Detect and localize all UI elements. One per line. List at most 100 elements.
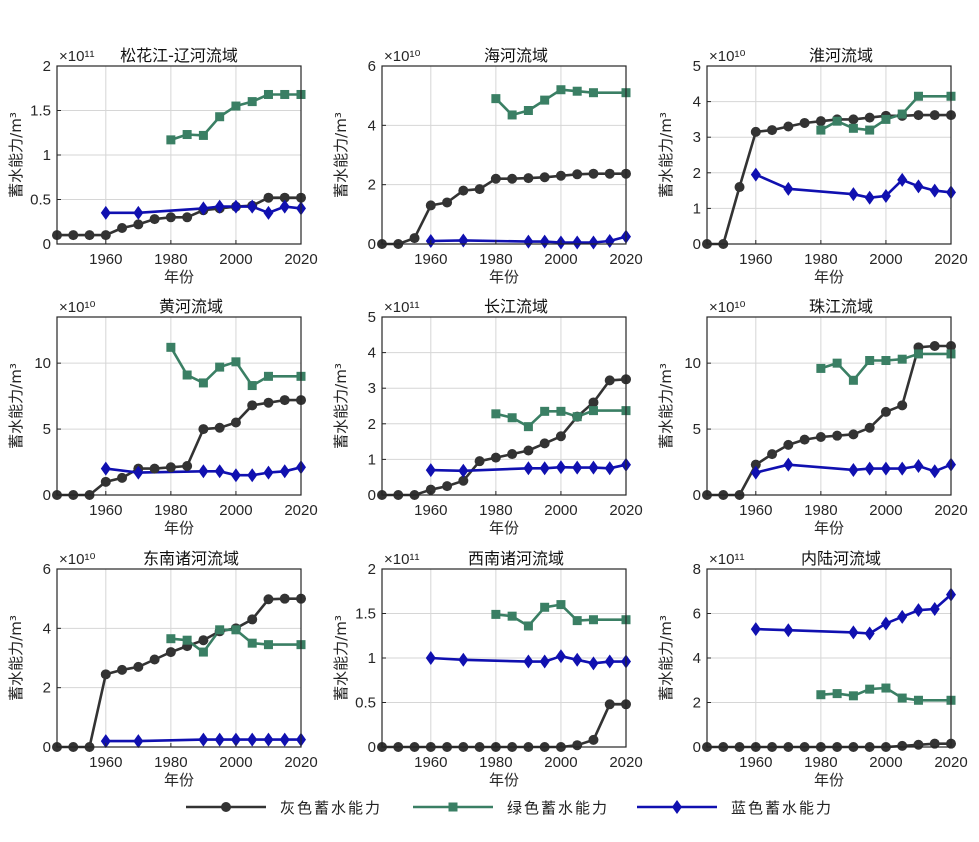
data-point — [929, 738, 940, 749]
data-point — [100, 230, 111, 241]
data-point — [572, 86, 582, 96]
data-point — [540, 406, 550, 416]
x-tick-label: 2020 — [609, 502, 642, 519]
data-point — [279, 593, 290, 604]
data-point — [215, 625, 225, 635]
data-point — [880, 616, 891, 631]
x-tick-label: 1960 — [414, 502, 447, 519]
data-point — [279, 192, 290, 203]
x-axis-label: 年份 — [164, 519, 194, 537]
legend-item-3: 蓝色蓄水能力 — [637, 799, 831, 817]
x-tick-label: 1980 — [154, 754, 187, 771]
y-tick-label: 6 — [43, 561, 51, 578]
legend-item-2: 绿色蓄水能力 — [413, 799, 609, 817]
data-point — [100, 734, 111, 749]
data-point — [133, 205, 144, 220]
data-point — [279, 199, 290, 214]
y-tick-label: 2 — [693, 695, 701, 712]
y-tick-label: 0.5 — [30, 192, 51, 209]
data-point — [425, 200, 436, 211]
data-point — [231, 625, 241, 635]
data-point — [897, 461, 908, 476]
axis-exponent: ×10¹⁰ — [384, 48, 420, 65]
legend-label: 绿色蓄水能力 — [507, 799, 609, 817]
data-point — [897, 354, 907, 364]
y-tick-label: 0 — [43, 236, 51, 253]
data-point — [864, 422, 875, 433]
y-axis-label: 蓄水能力/m³ — [332, 615, 350, 701]
data-point — [750, 465, 761, 480]
data-point — [539, 461, 550, 476]
data-point — [507, 413, 517, 423]
legend-marker — [672, 800, 682, 814]
x-tick-label: 1960 — [89, 502, 122, 519]
series-markers-1 — [702, 738, 956, 752]
data-point — [491, 609, 501, 619]
x-tick-label: 2020 — [609, 251, 642, 268]
data-point — [848, 462, 859, 477]
data-point — [556, 600, 566, 610]
data-point — [864, 190, 875, 205]
data-point — [247, 614, 258, 625]
axis-exponent: ×10¹¹ — [384, 551, 419, 568]
data-point — [816, 363, 826, 373]
y-tick-label: 1 — [43, 147, 51, 164]
data-point — [881, 114, 891, 124]
data-point — [929, 110, 940, 121]
data-point — [750, 126, 761, 137]
data-point — [491, 94, 501, 104]
y-tick-label: 3 — [368, 380, 376, 397]
data-point — [198, 378, 208, 388]
data-point — [263, 732, 274, 747]
data-point — [832, 430, 843, 441]
x-tick-label: 2000 — [544, 754, 577, 771]
data-point — [913, 91, 923, 101]
data-point — [556, 406, 566, 416]
data-point — [572, 460, 583, 475]
x-tick-label: 1980 — [479, 251, 512, 268]
panel-title: 松花江-辽河流域 — [120, 46, 238, 65]
y-tick-label: 4 — [693, 94, 701, 111]
data-point — [198, 201, 209, 216]
axis-exponent: ×10¹¹ — [709, 551, 744, 568]
data-point — [507, 173, 518, 184]
data-point — [100, 669, 111, 680]
y-tick-label: 0 — [693, 487, 701, 504]
data-point — [864, 112, 875, 123]
x-tick-label: 2020 — [284, 251, 317, 268]
data-point — [442, 197, 453, 208]
x-tick-label: 2000 — [544, 502, 577, 519]
y-tick-label: 1 — [693, 200, 701, 217]
series-markers-1 — [702, 110, 956, 249]
data-point — [897, 609, 908, 624]
series-markers-3 — [750, 587, 956, 641]
data-point — [263, 640, 273, 650]
gridlines — [707, 568, 952, 748]
data-point — [864, 461, 875, 476]
data-point — [117, 664, 128, 675]
data-point — [555, 649, 566, 664]
panel-title: 东南诸河流域 — [143, 549, 239, 568]
data-point — [263, 594, 274, 605]
data-point — [929, 183, 940, 198]
data-point — [604, 234, 615, 249]
data-point — [214, 732, 225, 747]
data-point — [865, 684, 875, 694]
data-point — [572, 740, 583, 751]
data-point — [783, 623, 794, 638]
data-point — [100, 461, 111, 476]
y-tick-label: 0 — [693, 739, 701, 756]
data-point — [247, 638, 257, 648]
data-point — [539, 172, 550, 183]
y-axis-label: 蓄水能力/m³ — [7, 363, 25, 449]
series-markers-3 — [100, 199, 306, 220]
data-point — [848, 114, 859, 125]
x-tick-label: 2000 — [219, 251, 252, 268]
x-tick-label: 1960 — [739, 502, 772, 519]
data-point — [913, 739, 924, 750]
data-point — [166, 634, 176, 644]
